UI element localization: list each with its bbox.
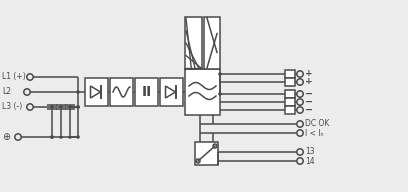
Polygon shape — [91, 86, 100, 98]
Text: 14: 14 — [305, 156, 315, 166]
Text: 13: 13 — [305, 147, 315, 156]
Circle shape — [76, 90, 80, 94]
Bar — [185, 17, 202, 69]
Text: ⊕: ⊕ — [2, 132, 10, 142]
Circle shape — [213, 144, 217, 148]
Circle shape — [196, 159, 200, 163]
Bar — [285, 78, 295, 86]
Circle shape — [297, 79, 303, 85]
Circle shape — [297, 91, 303, 97]
Circle shape — [59, 135, 63, 139]
Bar — [285, 106, 295, 114]
Bar — [285, 98, 295, 106]
Bar — [204, 17, 220, 69]
Circle shape — [27, 104, 33, 110]
Text: II: II — [142, 85, 152, 99]
Circle shape — [50, 105, 54, 109]
Circle shape — [27, 74, 33, 80]
Circle shape — [297, 130, 303, 136]
Text: L1 (+): L1 (+) — [2, 73, 26, 81]
Circle shape — [297, 158, 303, 164]
Text: −: − — [305, 89, 313, 99]
Circle shape — [59, 105, 63, 109]
Circle shape — [50, 135, 54, 139]
Bar — [285, 90, 295, 98]
Circle shape — [297, 149, 303, 155]
Bar — [285, 70, 295, 78]
Circle shape — [297, 121, 303, 127]
Circle shape — [218, 72, 222, 76]
Circle shape — [15, 134, 21, 140]
Text: DC OK: DC OK — [305, 119, 329, 128]
Text: +: + — [305, 78, 313, 87]
Bar — [135, 78, 158, 106]
Bar — [185, 69, 220, 115]
Text: −: − — [305, 105, 313, 115]
Circle shape — [297, 71, 303, 77]
Text: L3 (-): L3 (-) — [2, 103, 22, 112]
Circle shape — [68, 105, 72, 109]
Circle shape — [24, 89, 30, 95]
Text: I < Iₙ: I < Iₙ — [305, 128, 324, 137]
Bar — [160, 78, 183, 106]
Circle shape — [297, 107, 303, 113]
Polygon shape — [166, 86, 175, 98]
Text: −: − — [305, 97, 313, 107]
Circle shape — [76, 105, 80, 109]
Circle shape — [76, 105, 80, 109]
Bar — [85, 78, 108, 106]
Circle shape — [218, 92, 222, 96]
Circle shape — [68, 135, 72, 139]
Circle shape — [50, 135, 54, 139]
Circle shape — [76, 135, 80, 139]
Bar — [110, 78, 133, 106]
Text: +: + — [305, 70, 313, 79]
Circle shape — [297, 99, 303, 105]
Bar — [195, 142, 218, 165]
Text: L2: L2 — [2, 88, 11, 97]
